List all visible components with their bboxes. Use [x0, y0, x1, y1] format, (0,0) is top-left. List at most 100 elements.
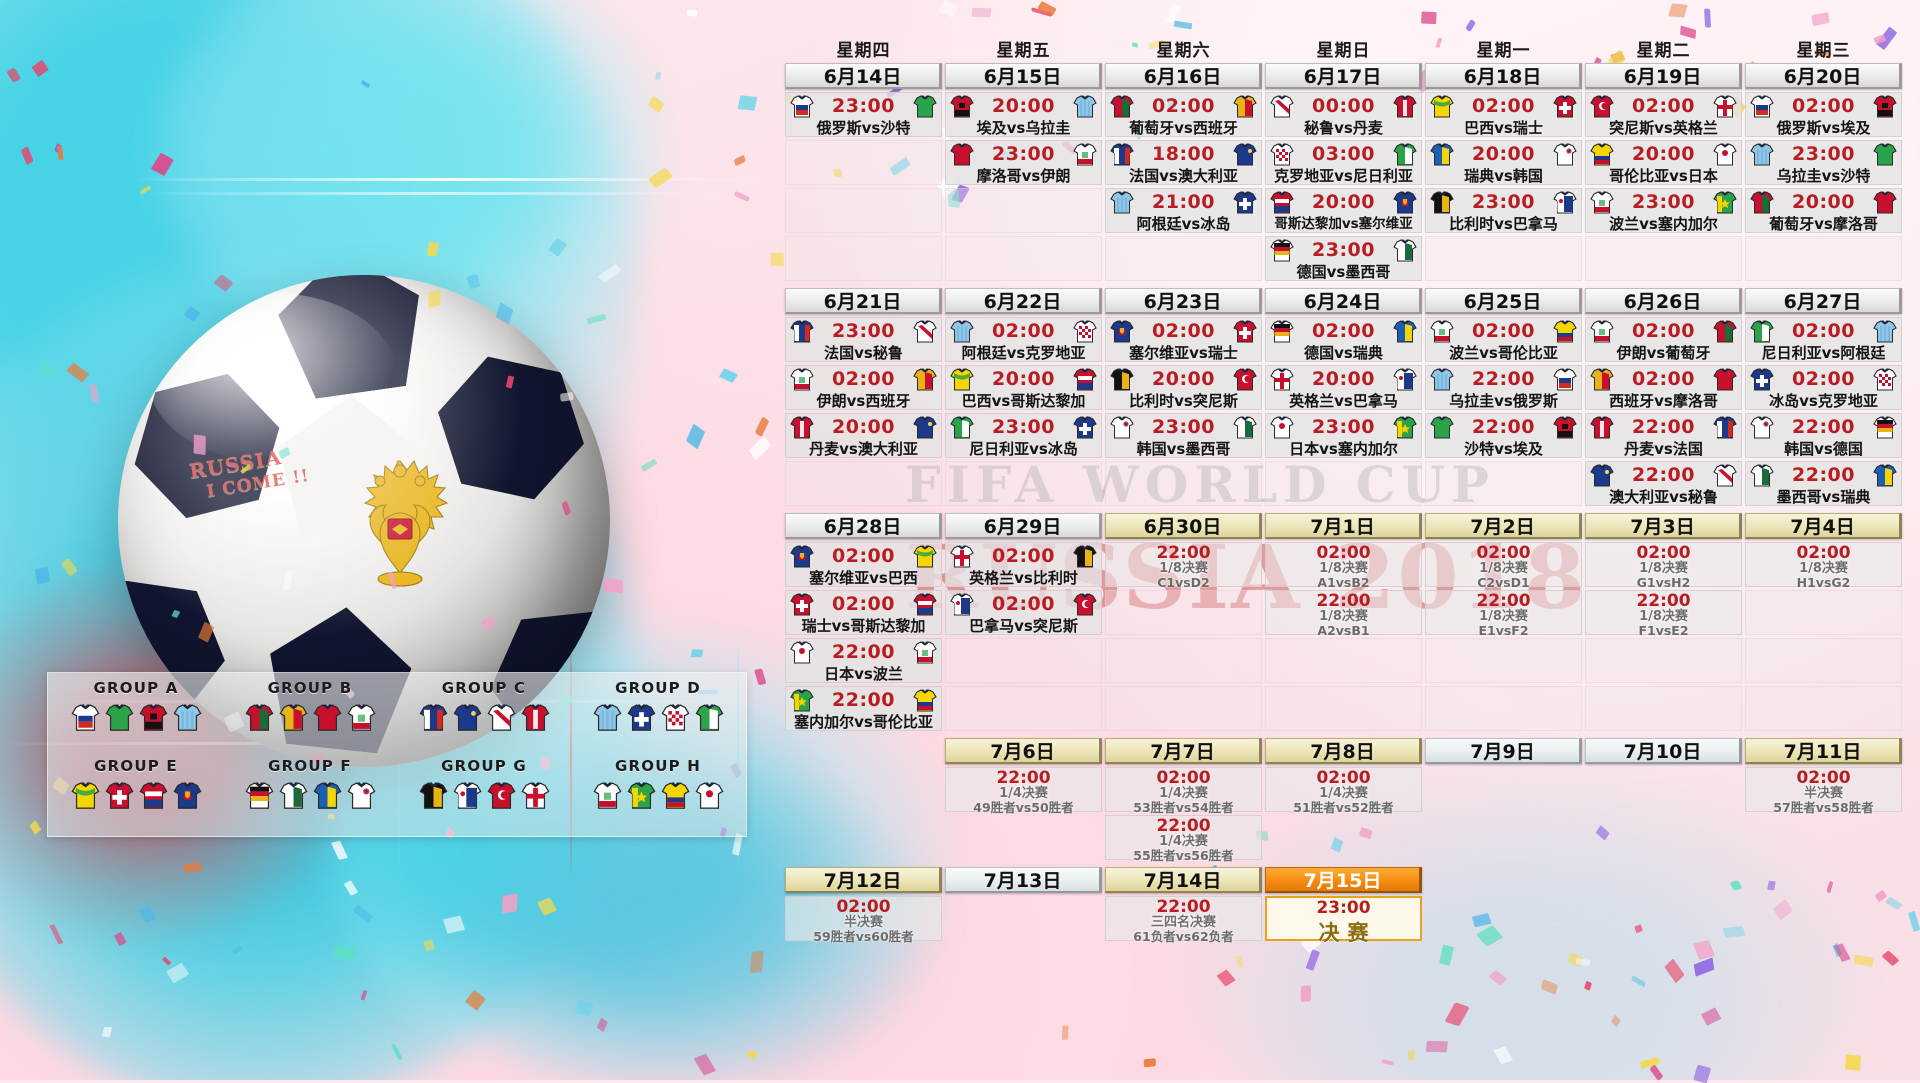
date-header-7月11日[interactable]: 7月11日 — [1745, 738, 1902, 764]
match-cell[interactable]: 20:00 葡萄牙vs摩洛哥 — [1745, 188, 1902, 233]
match-cell[interactable]: 20:00 英格兰vs巴拿马 — [1265, 365, 1422, 410]
match-cell[interactable]: 02:00 冰岛vs克罗地亚 — [1745, 365, 1902, 410]
date-header-7月6日[interactable]: 7月6日 — [945, 738, 1102, 764]
match-cell[interactable]: 23:00 比利时vs巴拿马 — [1425, 188, 1582, 233]
match-cell[interactable]: 20:00 瑞典vs韩国 — [1425, 140, 1582, 185]
knockout-match-cell[interactable]: 22:00 1/8决赛 C1vsD2 — [1105, 542, 1262, 589]
match-cell[interactable]: 22:00 丹麦vs法国 — [1585, 413, 1742, 458]
group-block-b[interactable]: GROUP B — [226, 679, 394, 753]
match-cell[interactable]: 20:00 哥斯达黎加vs塞尔维亚 — [1265, 188, 1422, 233]
match-cell[interactable]: 02:00 伊朗vs葡萄牙 — [1585, 317, 1742, 362]
knockout-match-cell[interactable]: 22:00 1/8决赛 F1vsE2 — [1585, 590, 1742, 637]
match-cell[interactable]: 02:00 西班牙vs摩洛哥 — [1585, 365, 1742, 410]
match-cell[interactable]: 20:00 比利时vs突尼斯 — [1105, 365, 1262, 410]
match-cell[interactable]: 02:00 葡萄牙vs西班牙 — [1105, 92, 1262, 137]
date-header-6月27日[interactable]: 6月27日 — [1745, 288, 1902, 314]
match-cell[interactable]: 23:00 韩国vs墨西哥 — [1105, 413, 1262, 458]
match-cell[interactable]: 22:00 塞内加尔vs哥伦比亚 — [785, 686, 942, 731]
date-header-7月9日[interactable]: 7月9日 — [1425, 738, 1582, 764]
date-header-7月1日[interactable]: 7月1日 — [1265, 513, 1422, 539]
knockout-match-cell[interactable]: 02:00 半决赛 57胜者vs58胜者 — [1745, 767, 1902, 814]
knockout-match-cell[interactable]: 22:00 1/4决赛 55胜者vs56胜者 — [1105, 815, 1262, 862]
match-cell[interactable]: 22:00 澳大利亚vs秘鲁 — [1585, 461, 1742, 506]
knockout-match-cell[interactable]: 22:00 1/8决赛 E1vsF2 — [1425, 590, 1582, 637]
date-header-7月10日[interactable]: 7月10日 — [1585, 738, 1742, 764]
group-block-c[interactable]: GROUP C — [400, 679, 568, 753]
date-header-6月22日[interactable]: 6月22日 — [945, 288, 1102, 314]
match-cell[interactable]: 03:00 克罗地亚vs尼日利亚 — [1265, 140, 1422, 185]
match-cell[interactable]: 02:00 尼日利亚vs阿根廷 — [1745, 317, 1902, 362]
match-cell[interactable]: 22:00 沙特vs埃及 — [1425, 413, 1582, 458]
match-cell[interactable]: 02:00 英格兰vs比利时 — [945, 542, 1102, 587]
match-cell[interactable]: 23:00 乌拉圭vs沙特 — [1745, 140, 1902, 185]
date-header-6月26日[interactable]: 6月26日 — [1585, 288, 1742, 314]
knockout-match-cell[interactable]: 22:00 1/4决赛 49胜者vs50胜者 — [945, 767, 1102, 814]
date-header-6月14日[interactable]: 6月14日 — [785, 63, 942, 89]
date-header-6月17日[interactable]: 6月17日 — [1265, 63, 1422, 89]
date-header-6月25日[interactable]: 6月25日 — [1425, 288, 1582, 314]
date-header-7月3日[interactable]: 7月3日 — [1585, 513, 1742, 539]
match-cell[interactable]: 22:00 日本vs波兰 — [785, 638, 942, 683]
match-cell[interactable]: 02:00 伊朗vs西班牙 — [785, 365, 942, 410]
knockout-match-cell[interactable]: 02:00 1/8决赛 A1vsB2 — [1265, 542, 1422, 589]
date-header-7月14日[interactable]: 7月14日 — [1105, 867, 1262, 893]
match-cell[interactable]: 18:00 法国vs澳大利亚 — [1105, 140, 1262, 185]
date-header-7月2日[interactable]: 7月2日 — [1425, 513, 1582, 539]
match-cell[interactable]: 02:00 塞尔维亚vs巴西 — [785, 542, 942, 587]
knockout-match-cell[interactable]: 02:00 半决赛 59胜者vs60胜者 — [785, 896, 942, 943]
match-cell[interactable]: 02:00 阿根廷vs克罗地亚 — [945, 317, 1102, 362]
date-header-7月8日[interactable]: 7月8日 — [1265, 738, 1422, 764]
date-header-6月20日[interactable]: 6月20日 — [1745, 63, 1902, 89]
match-cell[interactable]: 22:00 墨西哥vs瑞典 — [1745, 461, 1902, 506]
date-header-6月16日[interactable]: 6月16日 — [1105, 63, 1262, 89]
date-header-7月15日[interactable]: 7月15日 — [1265, 867, 1422, 893]
group-block-d[interactable]: GROUP D — [574, 679, 742, 753]
match-cell[interactable]: 02:00 德国vs瑞典 — [1265, 317, 1422, 362]
date-header-7月4日[interactable]: 7月4日 — [1745, 513, 1902, 539]
match-cell[interactable]: 02:00 巴拿马vs突尼斯 — [945, 590, 1102, 635]
group-block-e[interactable]: GROUP E — [52, 757, 220, 831]
knockout-match-cell[interactable]: 02:00 1/4决赛 51胜者vs52胜者 — [1265, 767, 1422, 814]
date-header-6月24日[interactable]: 6月24日 — [1265, 288, 1422, 314]
final-match-cell[interactable]: 23:00 决赛 — [1265, 896, 1422, 945]
date-header-7月12日[interactable]: 7月12日 — [785, 867, 942, 893]
match-cell[interactable]: 22:00 乌拉圭vs俄罗斯 — [1425, 365, 1582, 410]
match-cell[interactable]: 02:00 突尼斯vs英格兰 — [1585, 92, 1742, 137]
date-header-6月18日[interactable]: 6月18日 — [1425, 63, 1582, 89]
date-header-7月13日[interactable]: 7月13日 — [945, 867, 1102, 893]
match-cell[interactable]: 23:00 法国vs秘鲁 — [785, 317, 942, 362]
match-cell[interactable]: 23:00 尼日利亚vs冰岛 — [945, 413, 1102, 458]
match-cell[interactable]: 23:00 日本vs塞内加尔 — [1265, 413, 1422, 458]
match-cell[interactable]: 21:00 阿根廷vs冰岛 — [1105, 188, 1262, 233]
match-cell[interactable]: 23:00 俄罗斯vs沙特 — [785, 92, 942, 137]
knockout-match-cell[interactable]: 02:00 1/4决赛 53胜者vs54胜者 — [1105, 767, 1262, 814]
group-block-f[interactable]: GROUP F — [226, 757, 394, 831]
match-cell[interactable]: 00:00 秘鲁vs丹麦 — [1265, 92, 1422, 137]
knockout-match-cell[interactable]: 02:00 1/8决赛 H1vsG2 — [1745, 542, 1902, 589]
group-block-g[interactable]: GROUP G — [400, 757, 568, 831]
date-header-6月28日[interactable]: 6月28日 — [785, 513, 942, 539]
knockout-match-cell[interactable]: 02:00 1/8决赛 C2vsD1 — [1425, 542, 1582, 589]
match-cell[interactable]: 20:00 丹麦vs澳大利亚 — [785, 413, 942, 458]
knockout-match-cell[interactable]: 02:00 1/8决赛 G1vsH2 — [1585, 542, 1742, 589]
match-cell[interactable]: 22:00 韩国vs德国 — [1745, 413, 1902, 458]
date-header-6月29日[interactable]: 6月29日 — [945, 513, 1102, 539]
date-header-6月19日[interactable]: 6月19日 — [1585, 63, 1742, 89]
date-header-7月7日[interactable]: 7月7日 — [1105, 738, 1262, 764]
match-cell[interactable]: 20:00 哥伦比亚vs日本 — [1585, 140, 1742, 185]
knockout-match-cell[interactable]: 22:00 三四名决赛 61负者vs62负者 — [1105, 896, 1262, 943]
date-header-6月23日[interactable]: 6月23日 — [1105, 288, 1262, 314]
match-cell[interactable]: 02:00 波兰vs哥伦比亚 — [1425, 317, 1582, 362]
match-cell[interactable]: 23:00 德国vs墨西哥 — [1265, 236, 1422, 281]
match-cell[interactable]: 02:00 俄罗斯vs埃及 — [1745, 92, 1902, 137]
match-cell[interactable]: 02:00 塞尔维亚vs瑞士 — [1105, 317, 1262, 362]
match-cell[interactable]: 23:00 波兰vs塞内加尔 — [1585, 188, 1742, 233]
match-cell[interactable]: 20:00 埃及vs乌拉圭 — [945, 92, 1102, 137]
date-header-6月21日[interactable]: 6月21日 — [785, 288, 942, 314]
match-cell[interactable]: 23:00 摩洛哥vs伊朗 — [945, 140, 1102, 185]
date-header-6月15日[interactable]: 6月15日 — [945, 63, 1102, 89]
knockout-match-cell[interactable]: 22:00 1/8决赛 A2vsB1 — [1265, 590, 1422, 637]
group-block-a[interactable]: GROUP A — [52, 679, 220, 753]
date-header-6月30日[interactable]: 6月30日 — [1105, 513, 1262, 539]
match-cell[interactable]: 02:00 瑞士vs哥斯达黎加 — [785, 590, 942, 635]
